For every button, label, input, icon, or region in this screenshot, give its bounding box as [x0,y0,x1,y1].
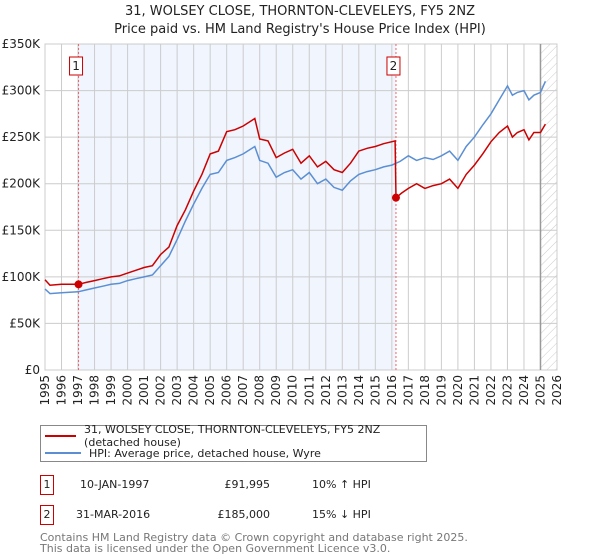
transaction-row: 1 10-JAN-1997 £91,995 10% ↑ HPI [40,475,440,495]
y-tick-label: £0 [25,363,40,377]
y-tick-label: £100K [2,270,42,284]
sale-point [391,193,400,202]
x-tick-label: 2003 [170,375,184,406]
y-tick-label: £250K [2,130,42,144]
x-tick-label: 2001 [137,375,151,406]
legend-item-hpi: HPI: Average price, detached house, Wyre [45,446,321,460]
price-chart: 1995 1996 1997 1998 1999 2000 2001 2002 2003 2004… [2,37,564,406]
x-tick-label: 2019 [434,375,448,406]
x-tick-label: 2000 [121,375,135,406]
x-tick-label: 2021 [467,375,481,406]
marker-label: 2 [390,59,398,73]
legend-item-property: 31, WOLSEY CLOSE, THORNTON-CLEVELEYS, FY… [45,423,426,449]
x-tick-label: 2026 [550,375,564,406]
x-tick-label: 2011 [302,375,316,406]
chart-title: 31, WOLSEY CLOSE, THORNTON-CLEVELEYS, FY… [124,4,476,19]
legend: 31, WOLSEY CLOSE, THORNTON-CLEVELEYS, FY… [40,423,427,462]
x-tick-label: 2006 [220,375,234,406]
transaction-hpi: 15% ↓ HPI [312,508,371,521]
chart-subtitle: Price paid vs. HM Land Registry's House … [114,22,486,37]
y-tick-label: £150K [2,223,42,237]
x-tick-label: 2002 [154,375,168,406]
transaction-row: 2 31-MAR-2016 £185,000 15% ↓ HPI [40,505,440,525]
x-tick-label: 2009 [269,375,283,406]
marker-label: 1 [72,59,80,73]
x-tick-label: 2020 [451,375,465,406]
x-tick-label: 2007 [236,375,250,406]
x-tick-label: 2008 [253,375,267,406]
transaction-date: 31-MAR-2016 [76,508,151,521]
transaction-hpi: 10% ↑ HPI [312,478,371,491]
legend-label: 31, WOLSEY CLOSE, THORNTON-CLEVELEYS, FY… [84,423,381,449]
transaction-date: 10-JAN-1997 [80,478,150,491]
x-tick-label: 2010 [286,375,300,406]
legend-label: HPI: Average price, detached house, Wyre [89,446,321,460]
shaded-ownership-period [78,44,396,370]
x-tick-label: 2014 [352,375,366,406]
x-tick-label: 2004 [187,375,201,406]
x-tick-label: 2013 [335,375,349,406]
series-line [44,117,547,286]
transaction-price: £91,995 [224,478,271,491]
x-tick-label: 2023 [500,375,514,406]
x-tick-label: 2005 [203,375,217,406]
y-tick-label: £300K [2,84,42,98]
transaction-price: £185,000 [217,508,271,521]
footer-line: This data is licensed under the Open Gov… [40,542,391,555]
x-tick-label: 1995 [38,375,52,406]
x-tick-label: 2015 [368,375,382,406]
x-tick-label: 1998 [88,375,102,406]
legend-swatch-red [45,435,77,437]
x-tick-label: 2016 [385,375,399,406]
series-line [44,80,547,295]
x-tick-label: 1999 [104,375,118,406]
hatched-future-area [540,44,557,370]
plot-border [44,43,558,371]
x-tick-label: 2012 [319,375,333,406]
x-tick-label: 2024 [517,375,531,406]
footer: Contains HM Land Registry data © Crown c… [40,532,468,554]
y-tick-label: £50K [9,316,41,330]
y-tick-label: £200K [2,177,42,191]
legend-swatch-blue [45,452,81,454]
x-tick-label: 2017 [401,375,415,406]
marker-box [386,56,401,76]
sale-point [74,280,83,289]
transaction-number: 1 [40,475,54,495]
transaction-number: 2 [40,505,54,525]
x-tick-label: 1996 [55,375,69,406]
marker-box [69,56,84,76]
x-tick-label: 2018 [418,375,432,406]
footer-line: Contains HM Land Registry data © Crown c… [40,531,468,544]
x-tick-label: 1997 [71,375,85,406]
x-tick-label: 2022 [484,375,498,406]
y-tick-label: £350K [2,37,42,51]
x-tick-label: 2025 [533,375,547,406]
